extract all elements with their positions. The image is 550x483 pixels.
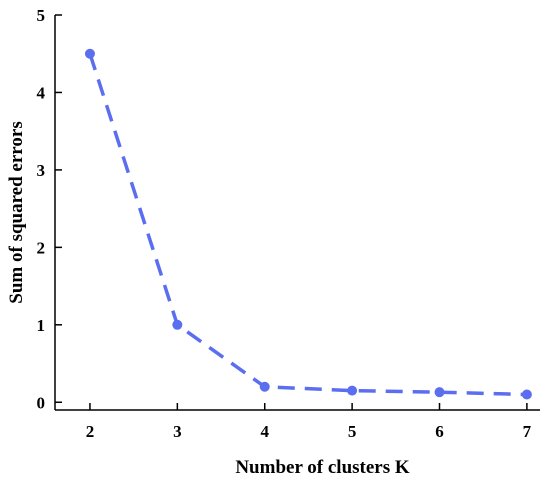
y-tick-label: 0: [37, 393, 46, 412]
x-tick-label: 6: [435, 422, 444, 441]
y-tick-label: 3: [37, 161, 46, 180]
x-ticks: 2 3 4 5 6 7: [86, 403, 532, 441]
x-tick-label: 4: [260, 422, 269, 441]
x-tick-label: 5: [348, 422, 357, 441]
data-point: [347, 385, 358, 396]
axes: [54, 15, 540, 411]
y-tick-label: 4: [37, 83, 46, 102]
data-point: [259, 381, 270, 392]
data-point: [172, 319, 183, 330]
y-axis-title: Sum of squared errors: [6, 121, 27, 303]
y-tick-label: 2: [37, 238, 46, 257]
data-point: [84, 48, 95, 59]
y-tick-label: 1: [37, 316, 46, 335]
y-tick-label: 5: [37, 6, 46, 25]
x-tick-label: 3: [173, 422, 182, 441]
series-line: [88, 53, 527, 397]
x-axis-title: Number of clusters K: [235, 457, 410, 478]
x-tick-label: 2: [86, 422, 95, 441]
data-point: [521, 389, 532, 400]
series-group: [84, 48, 532, 400]
data-point: [434, 387, 445, 398]
x-tick-label: 7: [523, 422, 532, 441]
y-ticks: 0 1 2 3 4 5: [37, 6, 62, 412]
